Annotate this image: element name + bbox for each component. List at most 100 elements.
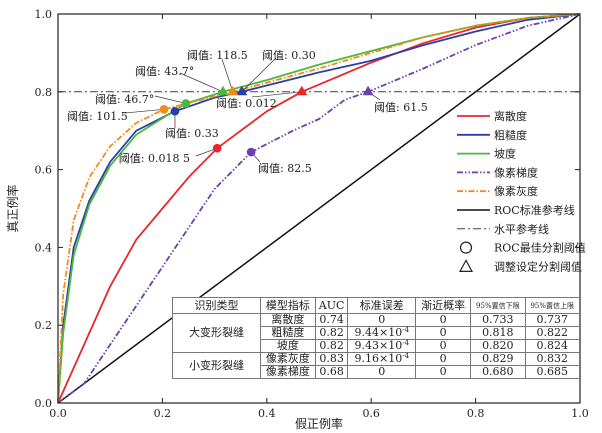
threshold-label: 阈值: 82.5 (258, 161, 312, 175)
x-axis-label: 假正例率 (295, 416, 343, 431)
optimal-threshold-marker (181, 99, 191, 108)
ci-low-cell: 0.820 (470, 339, 526, 353)
se-exponent: -4 (402, 352, 410, 360)
table-header: 渐近概率 (415, 297, 472, 314)
se-cell: 0 (347, 365, 417, 379)
x-tick-label: 0.2 (154, 407, 172, 420)
threshold-label: 阈值: 46.7° (95, 92, 154, 106)
legend-label: 坡度 (494, 147, 516, 161)
optimal-threshold-marker (212, 143, 222, 153)
y-tick-label: 1.0 (35, 8, 53, 21)
series-line-1 (57, 13, 581, 404)
group-cell: 大变形裂缝 (172, 313, 261, 353)
se-value: 9.16×10 (354, 352, 403, 365)
x-tick-label: 0.6 (362, 407, 380, 420)
x-tick-label: 0.0 (49, 407, 67, 420)
legend-label: 像素梯度 (494, 165, 538, 179)
p-cell: 0 (415, 313, 472, 327)
threshold-label: 阈值: 43.7° (135, 64, 194, 78)
se-cell: 9.16×10-4 (347, 352, 417, 366)
y-tick-label: 0.8 (35, 86, 53, 99)
p-cell: 0 (415, 352, 472, 366)
model-cell: 像素梯度 (259, 365, 316, 379)
annotation-leader (241, 57, 277, 93)
adjusted-threshold-marker (296, 85, 308, 96)
legend-label: 水平参考线 (494, 222, 549, 236)
se-cell: 0 (347, 313, 417, 327)
legend-label: 调整设定分割阈值 (494, 259, 582, 273)
group-cell: 小变形裂缝 (172, 352, 261, 379)
legend-label: 离散度 (494, 109, 527, 123)
annotation-leader (179, 72, 224, 93)
ci-low-cell: 0.818 (470, 326, 526, 340)
triangle-icon (458, 259, 474, 272)
table-header: 95%置信上限 (524, 297, 581, 314)
table-header: 识别类型 (172, 297, 261, 314)
se-value: 9.44×10 (354, 326, 403, 339)
auc-table: 识别类型 模型指标 AUC 标准误差 渐近概率 95%置信下限 95%置信上限 … (172, 297, 581, 379)
x-tick-label: 1.0 (571, 407, 589, 420)
model-cell: 离散度 (259, 313, 316, 327)
legend-label: 粗糙度 (494, 128, 527, 142)
ci-high-cell: 0.685 (524, 365, 581, 379)
ci-high-cell: 0.824 (524, 339, 581, 353)
series-line-3 (57, 13, 581, 404)
threshold-label: 阈值: 101.5 (67, 109, 128, 123)
annotation-leader (221, 58, 234, 92)
ci-low-cell: 0.680 (470, 365, 526, 379)
ci-low-cell: 0.829 (470, 352, 526, 366)
table-row: 小变形裂缝 像素灰度 0.83 9.16×10-4 0 0.829 0.832 (172, 352, 581, 379)
optimal-threshold-marker (170, 106, 180, 116)
plot-frame (57, 13, 581, 404)
threshold-label: 阈值: 61.5 (374, 100, 428, 114)
ci-low-cell: 0.733 (470, 313, 526, 327)
y-tick-label: 0.2 (35, 319, 53, 332)
table-row: 像素梯度 0.68 0 0 0.680 0.685 (173, 365, 581, 379)
table-header: AUC (314, 297, 349, 314)
annotation-leader (251, 91, 302, 98)
optimal-threshold-marker (159, 105, 169, 114)
legend-label: ROC最佳分割阈值 (494, 241, 586, 255)
p-cell: 0 (415, 365, 472, 379)
model-cell: 像素灰度 (259, 352, 316, 366)
model-cell: 坡度 (259, 339, 316, 353)
threshold-label: 阈值: 0.012 (216, 96, 277, 110)
ci-high-cell: 0.822 (524, 326, 581, 340)
threshold-label: 阈值: 118.5 (187, 48, 248, 62)
y-tick-label: 0.4 (35, 241, 53, 254)
roc-reference-line (57, 13, 581, 404)
se-cell: 9.43×10-4 (347, 339, 417, 353)
auc-cell: 0.82 (314, 339, 349, 353)
threshold-label: 阈值: 0.33 (165, 126, 219, 140)
optimal-threshold-marker (246, 147, 256, 157)
annotation-leader (154, 95, 186, 104)
series-line-4 (57, 13, 581, 404)
table-header-row: 识别类型 模型指标 AUC 标准误差 渐近概率 95%置信下限 95%置信上限 (172, 297, 581, 314)
auc-cell: 0.74 (314, 313, 349, 327)
x-tick-label: 0.8 (467, 407, 485, 420)
y-tick-label: 0.6 (35, 164, 53, 177)
series-line-0 (57, 13, 581, 404)
se-value: 0 (378, 313, 386, 326)
threshold-label: 阈值: 0.30 (262, 48, 316, 62)
se-value: 0 (378, 365, 386, 378)
se-exponent: -4 (402, 326, 410, 334)
auc-cell: 0.68 (314, 365, 349, 379)
table-row: 大变形裂缝 离散度 0.74 0 0 0.733 0.737 (172, 313, 581, 353)
annotation-leader (124, 108, 164, 114)
adjusted-threshold-marker (362, 85, 374, 96)
legend-label: ROC标准参考线 (494, 203, 575, 217)
table-header: 95%置信下限 (470, 297, 526, 314)
y-axis-label: 真正例率 (5, 184, 20, 232)
table-header: 模型指标 (259, 297, 316, 314)
legend-label: 像素灰度 (494, 184, 538, 198)
model-cell: 粗糙度 (259, 326, 316, 340)
circle-icon (459, 241, 473, 254)
ci-high-cell: 0.737 (524, 313, 581, 327)
x-tick-label: 0.4 (258, 407, 276, 420)
p-cell: 0 (415, 326, 472, 340)
auc-cell: 0.83 (314, 352, 349, 366)
threshold-label: 阈值: 0.018 5 (119, 151, 190, 165)
